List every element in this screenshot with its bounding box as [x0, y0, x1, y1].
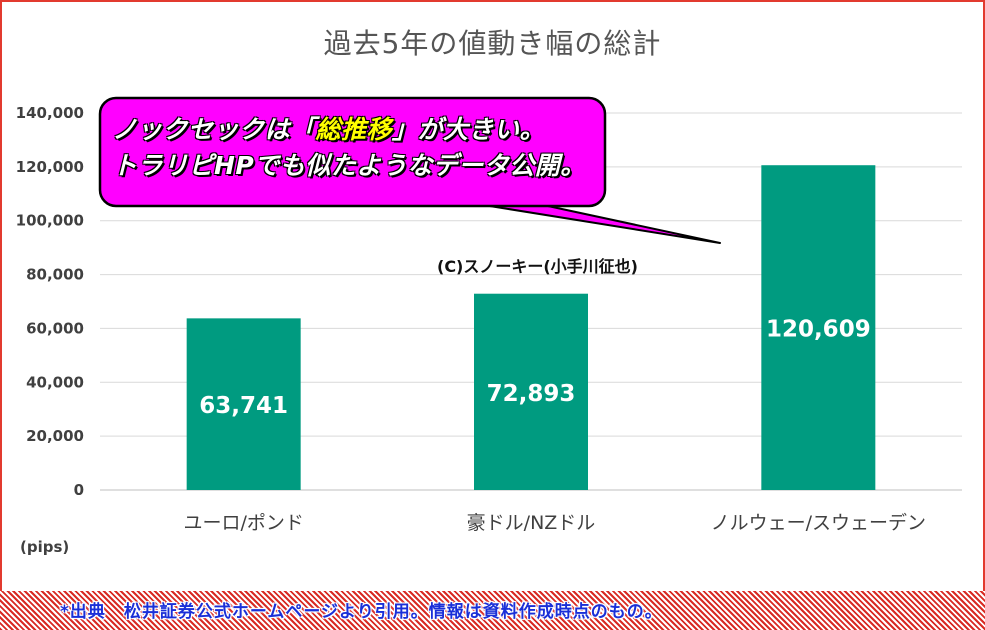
- x-tick-label: ユーロ/ポンド: [183, 512, 303, 534]
- y-axis-unit: (pips): [20, 538, 70, 556]
- data-label: 63,741: [199, 393, 288, 419]
- data-label: 120,609: [766, 317, 871, 343]
- x-tick-label: 豪ドル/NZドル: [467, 512, 596, 534]
- callout-bubble: [98, 96, 721, 244]
- y-tick-label: 100,000: [16, 212, 84, 230]
- bar: [761, 165, 876, 490]
- y-tick-label: 20,000: [26, 427, 84, 445]
- data-label: 72,893: [487, 381, 576, 407]
- y-tick-label: 60,000: [26, 319, 84, 337]
- callout-highlight: 総推移: [315, 115, 393, 144]
- callout-line-1-post: 」が大きい。: [392, 115, 546, 144]
- callout-text: ノックセックは「総推移」が大きい。 トラリピHPでも似たようなデータ公開。: [112, 112, 612, 184]
- y-tick-label: 0: [74, 481, 84, 499]
- bars: [186, 165, 876, 490]
- footer-source-note: *出典 松井証券公式ホームページより引用。情報は資料作成時点のもの。: [60, 602, 663, 622]
- y-tick-label: 40,000: [26, 373, 84, 391]
- copyright-credit: (C)スノーキー(小手川征也): [437, 257, 638, 276]
- callout-shape: [98, 96, 607, 208]
- value-labels: 63,741 72,893 120,609: [199, 317, 870, 420]
- callout-line-1-pre: ノックセックは「: [112, 115, 316, 144]
- callout-line-2: トラリピHPでも似たようなデータ公開。: [112, 151, 586, 180]
- y-tick-label: 120,000: [16, 158, 84, 176]
- y-axis-ticks: 0 20,000 40,000 60,000 80,000 100,000 120,000 1…: [16, 104, 84, 499]
- footer-band: [0, 591, 985, 630]
- chart-title: 過去5年の値動き幅の総計: [323, 27, 662, 60]
- y-tick-label: 140,000: [16, 104, 84, 122]
- y-tick-label: 80,000: [26, 266, 84, 284]
- bar: [186, 318, 301, 490]
- callout-line-1: ノックセックは「総推移」が大きい。: [112, 112, 612, 148]
- x-tick-label: ノルウェー/スウェーデン: [711, 512, 926, 534]
- x-axis-ticks: ユーロ/ポンド 豪ドル/NZドル ノルウェー/スウェーデン: [183, 512, 926, 534]
- bar: [474, 293, 588, 490]
